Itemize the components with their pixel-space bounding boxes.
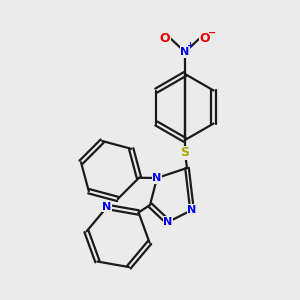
Text: N: N [180, 47, 190, 57]
Text: O: O [160, 32, 170, 44]
Text: N: N [152, 173, 162, 183]
Text: +: + [187, 41, 194, 50]
Text: N: N [164, 217, 172, 227]
Text: O: O [200, 32, 210, 44]
Text: N: N [102, 202, 112, 212]
Text: N: N [188, 205, 196, 215]
Text: −: − [208, 28, 216, 38]
Text: S: S [181, 146, 190, 160]
